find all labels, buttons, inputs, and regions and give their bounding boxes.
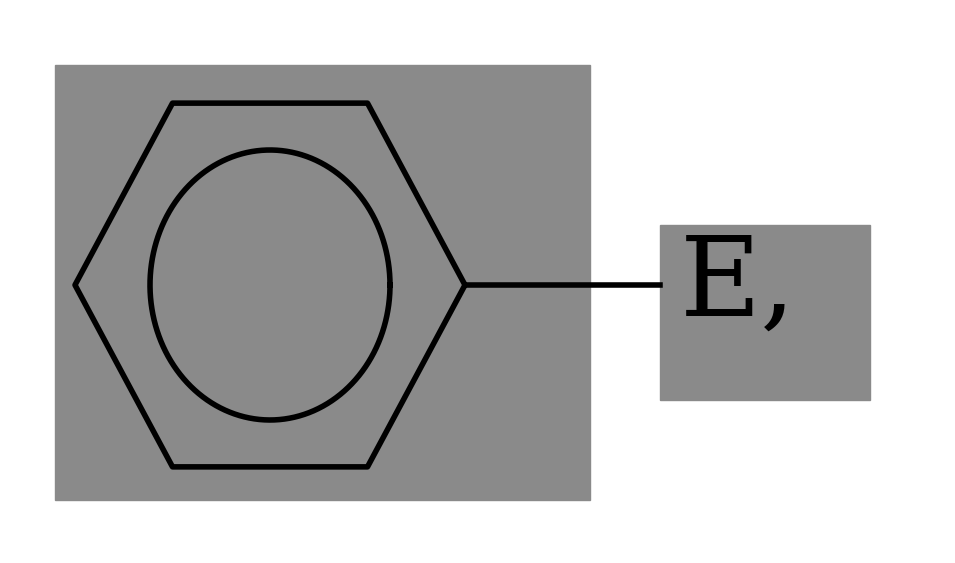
Bar	[55, 65, 590, 500]
Text: E,: E,	[680, 231, 796, 338]
Bar	[660, 225, 870, 400]
